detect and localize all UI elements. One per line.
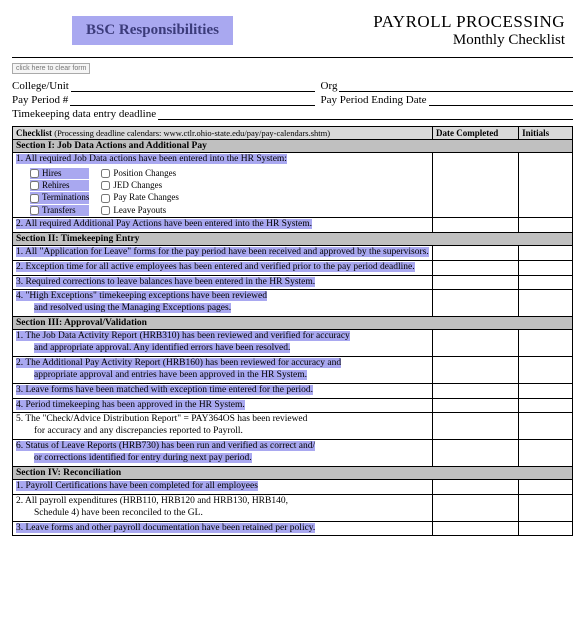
s2-item1: 1. All "Application for Leave" forms for… xyxy=(13,245,433,260)
clear-form-button[interactable]: click here to clear form xyxy=(12,63,90,74)
s3-item4-date[interactable] xyxy=(433,398,519,413)
section-3-header: Section III: Approval/Validation xyxy=(13,317,573,330)
s3-item3-date[interactable] xyxy=(433,383,519,398)
th-calendars-note: (Processing deadline calendars: www.ctlr… xyxy=(54,128,330,138)
cb-position-changes[interactable]: Position Changes xyxy=(101,168,179,179)
cb-payrate-changes[interactable]: Pay Rate Changes xyxy=(101,192,179,203)
input-timekeep[interactable] xyxy=(158,108,573,120)
s4-item2-init[interactable] xyxy=(519,494,573,521)
s4-item2: 2. All payroll expenditures (HRB110, HRB… xyxy=(13,494,433,521)
title-sub: Monthly Checklist xyxy=(373,32,565,49)
s3-item5-date[interactable] xyxy=(433,413,519,440)
s4-item2-date[interactable] xyxy=(433,494,519,521)
input-payperiod[interactable] xyxy=(70,94,314,106)
s4-item1-init[interactable] xyxy=(519,479,573,494)
s4-item1-date[interactable] xyxy=(433,479,519,494)
section-4-header: Section IV: Reconciliation xyxy=(13,466,573,479)
s3-item5-init[interactable] xyxy=(519,413,573,440)
s1-item2-init[interactable] xyxy=(519,217,573,232)
s3-item5: 5. The "Check/Advice Distribution Report… xyxy=(13,413,433,440)
label-payperiod: Pay Period # xyxy=(12,94,68,106)
bsc-badge: BSC Responsibilities xyxy=(72,16,233,45)
cb-hires[interactable]: Hires xyxy=(30,168,89,179)
label-org: Org xyxy=(321,80,338,92)
s1-item2-date[interactable] xyxy=(433,217,519,232)
s3-item1-init[interactable] xyxy=(519,330,573,357)
s3-item3: 3. Leave forms have been matched with ex… xyxy=(13,383,433,398)
header-divider xyxy=(12,57,573,58)
s4-item3: 3. Leave forms and other payroll documen… xyxy=(13,521,433,536)
th-initials: Initials xyxy=(519,127,573,140)
cb-transfers[interactable]: Transfers xyxy=(30,205,89,216)
s4-item1: 1. Payroll Certifications have been comp… xyxy=(13,479,433,494)
s1-item1-date[interactable] xyxy=(433,153,519,218)
s1-item2: 2. All required Additional Pay Actions h… xyxy=(13,217,433,232)
section-2-header: Section II: Timekeeping Entry xyxy=(13,232,573,245)
s2-item3-init[interactable] xyxy=(519,275,573,290)
s1-item1-text: 1. All required Job Data actions have be… xyxy=(16,154,287,164)
s2-item1-init[interactable] xyxy=(519,245,573,260)
s3-item4: 4. Period timekeeping has been approved … xyxy=(13,398,433,413)
form-fields: College/Unit Org Pay Period # Pay Period… xyxy=(12,80,573,120)
cb-jed-changes[interactable]: JED Changes xyxy=(101,180,179,191)
s2-item2: 2. Exception time for all active employe… xyxy=(13,260,433,275)
s2-item4: 4. "High Exceptions" timekeeping excepti… xyxy=(13,290,433,317)
s2-item4-init[interactable] xyxy=(519,290,573,317)
s2-item3: 3. Required corrections to leave balance… xyxy=(13,275,433,290)
s4-item3-init[interactable] xyxy=(519,521,573,536)
s3-item3-init[interactable] xyxy=(519,383,573,398)
th-checklist: Checklist (Processing deadline calendars… xyxy=(13,127,433,140)
input-org[interactable] xyxy=(339,80,573,92)
s4-item3-date[interactable] xyxy=(433,521,519,536)
s3-item6: 6. Status of Leave Reports (HRB730) has … xyxy=(13,440,433,467)
th-checklist-label: Checklist xyxy=(16,128,52,138)
title-main: PAYROLL PROCESSING xyxy=(373,12,565,32)
s3-item4-init[interactable] xyxy=(519,398,573,413)
s3-item6-init[interactable] xyxy=(519,440,573,467)
label-payend: Pay Period Ending Date xyxy=(321,94,427,106)
s3-item1-date[interactable] xyxy=(433,330,519,357)
s3-item2-init[interactable] xyxy=(519,356,573,383)
s2-item3-date[interactable] xyxy=(433,275,519,290)
cb-leave-payouts[interactable]: Leave Payouts xyxy=(101,205,179,216)
title-block: PAYROLL PROCESSING Monthly Checklist xyxy=(373,12,573,49)
th-date: Date Completed xyxy=(433,127,519,140)
checklist-table: Checklist (Processing deadline calendars… xyxy=(12,126,573,536)
s3-item6-date[interactable] xyxy=(433,440,519,467)
cb-rehires[interactable]: Rehires xyxy=(30,180,89,191)
cb-terminations[interactable]: Terminations xyxy=(30,192,89,203)
s3-item2-date[interactable] xyxy=(433,356,519,383)
label-timekeep: Timekeeping data entry deadline xyxy=(12,108,156,120)
s1-item1: 1. All required Job Data actions have be… xyxy=(13,153,433,218)
s3-item1: 1. The Job Data Activity Report (HRB310)… xyxy=(13,330,433,357)
input-payend[interactable] xyxy=(429,94,573,106)
s2-item2-date[interactable] xyxy=(433,260,519,275)
label-college: College/Unit xyxy=(12,80,69,92)
s3-item2: 2. The Additional Pay Activity Report (H… xyxy=(13,356,433,383)
input-college[interactable] xyxy=(71,80,315,92)
header-row: BSC Responsibilities PAYROLL PROCESSING … xyxy=(12,12,573,49)
s2-item4-date[interactable] xyxy=(433,290,519,317)
section-1-header: Section I: Job Data Actions and Addition… xyxy=(13,140,573,153)
s2-item1-date[interactable] xyxy=(433,245,519,260)
s2-item2-init[interactable] xyxy=(519,260,573,275)
s1-item1-init[interactable] xyxy=(519,153,573,218)
